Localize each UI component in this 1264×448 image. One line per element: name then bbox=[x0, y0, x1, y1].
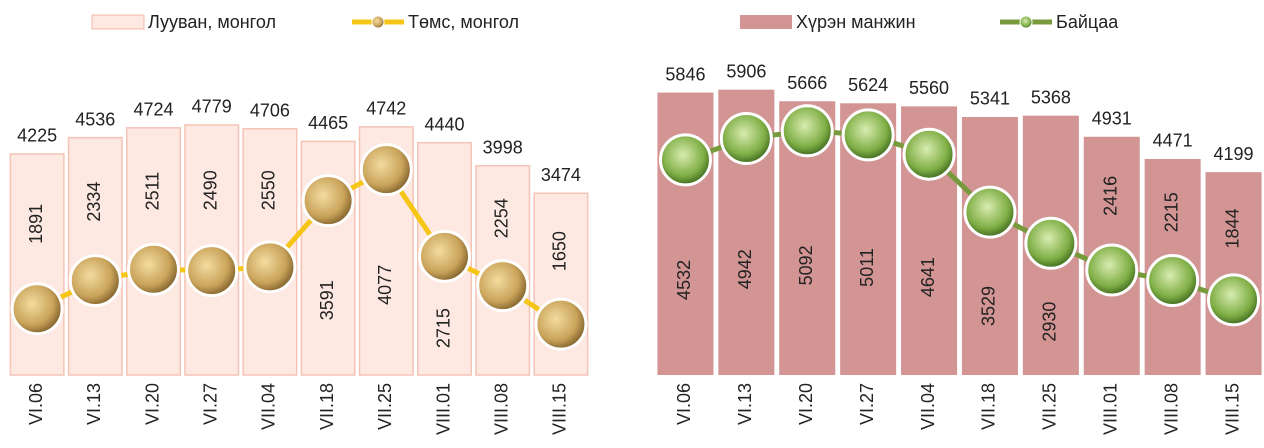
line-value-label: 1650 bbox=[550, 231, 570, 271]
line-marker bbox=[660, 135, 710, 185]
x-tick-label: VII.25 bbox=[375, 383, 395, 430]
line-marker bbox=[1209, 275, 1259, 325]
x-tick-label: VIII.01 bbox=[433, 383, 453, 435]
x-tick-label: VIII.08 bbox=[1161, 383, 1181, 435]
line-value-label: 3591 bbox=[317, 280, 337, 320]
line-value-label: 3529 bbox=[979, 286, 999, 326]
legend-swatch bbox=[92, 15, 144, 29]
bar-value-label: 4706 bbox=[250, 101, 290, 121]
bar-value-label: 5846 bbox=[665, 64, 705, 84]
line-value-label: 5092 bbox=[796, 245, 816, 285]
line-value-label: 4942 bbox=[735, 249, 755, 289]
line-marker bbox=[361, 145, 411, 195]
line-value-label: 2490 bbox=[200, 170, 220, 210]
bar-value-label: 5341 bbox=[970, 89, 1010, 109]
line-marker bbox=[478, 261, 528, 311]
line-value-label: 2215 bbox=[1161, 192, 1181, 232]
x-tick-label: VI.20 bbox=[142, 383, 162, 425]
line-value-label: 5011 bbox=[857, 248, 877, 287]
bar-value-label: 4465 bbox=[308, 113, 348, 133]
line-marker bbox=[245, 242, 295, 292]
line-marker bbox=[12, 284, 62, 334]
line-value-label: 4532 bbox=[674, 260, 694, 300]
line-marker bbox=[721, 114, 771, 164]
x-tick-label: VII.04 bbox=[918, 383, 938, 430]
x-tick-label: VII.04 bbox=[259, 383, 279, 430]
line-value-label: 1891 bbox=[26, 204, 46, 244]
x-tick-label: VI.13 bbox=[84, 383, 104, 425]
line-value-label: 1844 bbox=[1222, 208, 1242, 248]
bar bbox=[10, 154, 64, 375]
bar-value-label: 3998 bbox=[483, 138, 523, 158]
line-marker bbox=[129, 244, 179, 294]
line-marker bbox=[1148, 256, 1198, 306]
bar-value-label: 4931 bbox=[1092, 109, 1132, 129]
line-value-label: 2511 bbox=[142, 172, 162, 211]
line-marker bbox=[536, 299, 586, 349]
x-tick-label: VIII.15 bbox=[1222, 383, 1242, 435]
x-tick-label: VI.13 bbox=[735, 383, 755, 425]
line-marker bbox=[187, 246, 237, 296]
line-marker bbox=[1087, 245, 1137, 295]
line-marker bbox=[843, 110, 893, 160]
line-marker bbox=[965, 187, 1015, 237]
bar-value-label: 4440 bbox=[424, 114, 464, 134]
legend-icon bbox=[1020, 16, 1032, 28]
bar-value-label: 4536 bbox=[75, 109, 115, 129]
bar bbox=[962, 117, 1018, 375]
bar-value-label: 4779 bbox=[192, 97, 232, 117]
page: Лууван, монгол Төмс, монгол 4225 4536 4724 47… bbox=[0, 0, 1264, 448]
line-value-label: 4641 bbox=[918, 257, 938, 297]
x-tick-label: VI.20 bbox=[796, 383, 816, 425]
line-value-label: 2930 bbox=[1040, 302, 1060, 342]
bar-value-label: 4742 bbox=[366, 99, 406, 119]
bar-value-label: 5666 bbox=[787, 73, 827, 93]
line-value-label: 2334 bbox=[84, 182, 104, 222]
legend-icon bbox=[372, 16, 384, 28]
line-marker bbox=[1026, 218, 1076, 268]
line-value-label: 2416 bbox=[1101, 176, 1121, 216]
x-tick-label: VII.18 bbox=[317, 383, 337, 430]
x-tick-label: VIII.01 bbox=[1101, 383, 1121, 435]
bar-value-label: 5368 bbox=[1031, 87, 1071, 107]
bar-value-label: 4199 bbox=[1214, 144, 1254, 164]
bar-value-label: 5906 bbox=[726, 61, 766, 81]
bar-value-label: 4471 bbox=[1153, 131, 1193, 151]
x-tick-label: VIII.08 bbox=[491, 383, 511, 435]
legend-label: Төмс, монгол bbox=[408, 12, 519, 32]
line-marker bbox=[782, 106, 832, 156]
legend-label: Байцаа bbox=[1056, 12, 1119, 32]
line-value-label: 2550 bbox=[259, 170, 279, 210]
x-tick-label: VI.27 bbox=[857, 383, 877, 425]
legend-label: Лууван, монгол bbox=[148, 12, 276, 32]
line-marker bbox=[904, 129, 954, 179]
line-value-label: 4077 bbox=[375, 265, 395, 305]
bar-value-label: 5560 bbox=[909, 78, 949, 98]
x-tick-label: VI.06 bbox=[26, 383, 46, 425]
bar-value-label: 4724 bbox=[133, 100, 173, 120]
line-marker bbox=[303, 176, 353, 226]
legend-label: Хүрэн манжин bbox=[796, 12, 916, 32]
line-value-label: 2254 bbox=[491, 198, 511, 238]
legend-swatch bbox=[740, 15, 792, 29]
x-tick-label: VII.25 bbox=[1040, 383, 1060, 430]
x-tick-label: VIII.15 bbox=[550, 383, 570, 435]
x-tick-label: VI.06 bbox=[674, 383, 694, 425]
x-tick-label: VII.18 bbox=[979, 383, 999, 430]
x-tick-label: VI.27 bbox=[200, 383, 220, 425]
line-marker bbox=[420, 231, 470, 281]
bar-value-label: 3474 bbox=[541, 165, 581, 185]
bar-value-label: 5624 bbox=[848, 75, 888, 95]
bar-value-label: 4225 bbox=[17, 126, 57, 146]
line-value-label: 2715 bbox=[433, 308, 453, 348]
line-marker bbox=[70, 256, 120, 306]
